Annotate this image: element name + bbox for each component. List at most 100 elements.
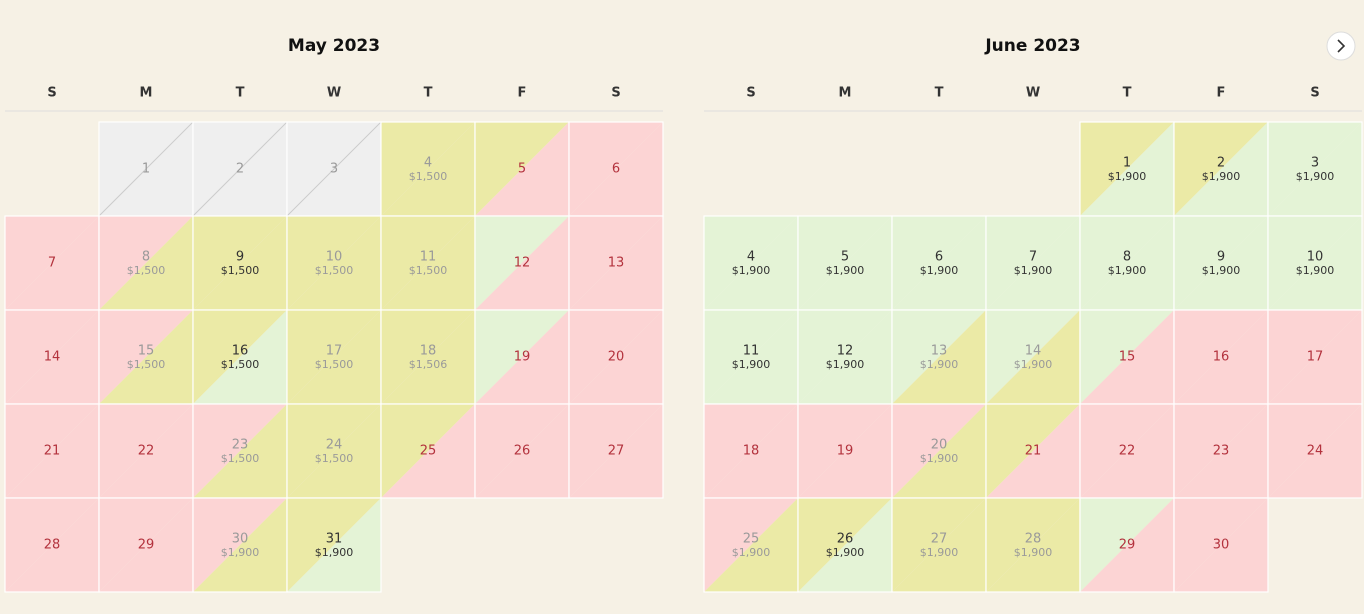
- day-number: 6: [612, 162, 620, 177]
- day-cell-bottom: [287, 216, 381, 310]
- day-price: $1,900: [920, 452, 959, 465]
- day-number: 19: [837, 444, 854, 459]
- day-cell-bottom: [798, 498, 892, 592]
- day-number: 2: [236, 162, 244, 177]
- disabled-slash: [192, 121, 288, 217]
- day-price: $1,500: [315, 358, 354, 371]
- day-cell[interactable]: [1173, 497, 1269, 593]
- month-title: June 2023: [984, 36, 1080, 56]
- day-price: $1,900: [826, 546, 865, 559]
- day-price: $1,900: [1296, 264, 1335, 277]
- day-number: 4: [747, 250, 755, 265]
- day-number: 29: [1119, 538, 1136, 553]
- day-cell-bottom: [1268, 404, 1362, 498]
- day-cell-bottom: [1080, 310, 1174, 404]
- day-number: 28: [1025, 532, 1042, 547]
- day-cell-bottom: [1080, 498, 1174, 592]
- day-cell-bottom: [892, 310, 986, 404]
- month-title: May 2023: [288, 36, 380, 56]
- day-number: 15: [138, 344, 155, 359]
- day-cell-bottom: [99, 498, 193, 592]
- day-cell-bottom: [5, 310, 99, 404]
- day-number: 2: [1217, 156, 1225, 171]
- day-price: $1,900: [732, 264, 771, 277]
- day-price: $1,900: [920, 546, 959, 559]
- day-cell-bottom: [5, 216, 99, 310]
- day-price: $1,900: [1014, 358, 1053, 371]
- day-cell-bottom: [193, 310, 287, 404]
- day-number: 10: [326, 250, 343, 265]
- day-price: $1,500: [127, 358, 166, 371]
- day-number: 30: [232, 532, 249, 547]
- day-number: 31: [326, 532, 343, 547]
- day-cell-bottom: [1174, 404, 1268, 498]
- day-number: 5: [518, 162, 526, 177]
- day-number: 21: [44, 444, 61, 459]
- weekday: W: [327, 86, 341, 101]
- day-cell-bottom: [1080, 122, 1174, 216]
- day-price: $1,900: [315, 546, 354, 559]
- day-number: 14: [44, 350, 61, 365]
- day-price: $1,900: [920, 358, 959, 371]
- day-number: 17: [1307, 350, 1324, 365]
- day-cell-bottom: [704, 498, 798, 592]
- day-price: $1,900: [1108, 264, 1147, 277]
- day-cell[interactable]: [1267, 403, 1363, 499]
- day-cell-bottom: [1174, 216, 1268, 310]
- day-cell[interactable]: [568, 403, 664, 499]
- day-cell-bottom: [381, 310, 475, 404]
- day-cell-bottom: [5, 498, 99, 592]
- day-price: $1,900: [920, 264, 959, 277]
- day-number: 11: [743, 344, 760, 359]
- day-cell-bottom: [1080, 216, 1174, 310]
- day-cell-bottom: [99, 404, 193, 498]
- day-cell-bottom: [475, 122, 569, 216]
- day-cell-bottom: [892, 498, 986, 592]
- day-cell-bottom: [475, 404, 569, 498]
- day-cell-bottom: [193, 498, 287, 592]
- day-price: $1,500: [221, 264, 260, 277]
- next-button[interactable]: [1326, 31, 1356, 61]
- day-number: 20: [608, 350, 625, 365]
- day-number: 22: [138, 444, 155, 459]
- day-number: 15: [1119, 350, 1136, 365]
- day-cell[interactable]: [286, 497, 382, 593]
- day-cell-bottom: [986, 498, 1080, 592]
- day-number: 3: [1311, 156, 1319, 171]
- weekday: S: [1310, 86, 1319, 101]
- day-price: $1,900: [221, 546, 260, 559]
- day-number: 27: [608, 444, 625, 459]
- day-cell-bottom: [475, 310, 569, 404]
- day-price: $1,900: [732, 358, 771, 371]
- day-number: 23: [1213, 444, 1230, 459]
- day-price: $1,900: [1014, 264, 1053, 277]
- weekday: T: [424, 86, 433, 101]
- day-number: 16: [232, 344, 249, 359]
- weekday: F: [1217, 86, 1226, 101]
- day-cell-bottom: [798, 404, 892, 498]
- day-cell-bottom: [1268, 122, 1362, 216]
- day-cell-bottom: [986, 216, 1080, 310]
- day-cell-bottom: [1080, 404, 1174, 498]
- day-number: 10: [1307, 250, 1324, 265]
- day-number: 18: [420, 344, 437, 359]
- day-number: 29: [138, 538, 155, 553]
- day-number: 9: [236, 250, 244, 265]
- day-price: $1,500: [127, 264, 166, 277]
- day-cell-bottom: [381, 122, 475, 216]
- day-cell-bottom: [5, 404, 99, 498]
- day-cell-bottom: [892, 216, 986, 310]
- day-price: $1,900: [1202, 170, 1241, 183]
- day-price: $1,900: [732, 546, 771, 559]
- day-number: 18: [743, 444, 760, 459]
- day-number: 17: [326, 344, 343, 359]
- day-price: $1,900: [826, 264, 865, 277]
- day-number: 16: [1213, 350, 1230, 365]
- day-cell-bottom: [569, 216, 663, 310]
- day-number: 19: [514, 350, 531, 365]
- day-cell-bottom: [475, 216, 569, 310]
- day-cell-bottom: [704, 404, 798, 498]
- day-price: $1,500: [409, 170, 448, 183]
- day-cell-bottom: [193, 404, 287, 498]
- weekday: M: [839, 86, 852, 101]
